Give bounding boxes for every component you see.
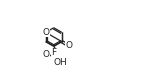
Text: O: O <box>66 41 72 50</box>
Text: OH: OH <box>54 58 68 67</box>
Text: O: O <box>42 50 49 59</box>
Text: F: F <box>51 48 56 57</box>
Text: O: O <box>42 28 49 37</box>
